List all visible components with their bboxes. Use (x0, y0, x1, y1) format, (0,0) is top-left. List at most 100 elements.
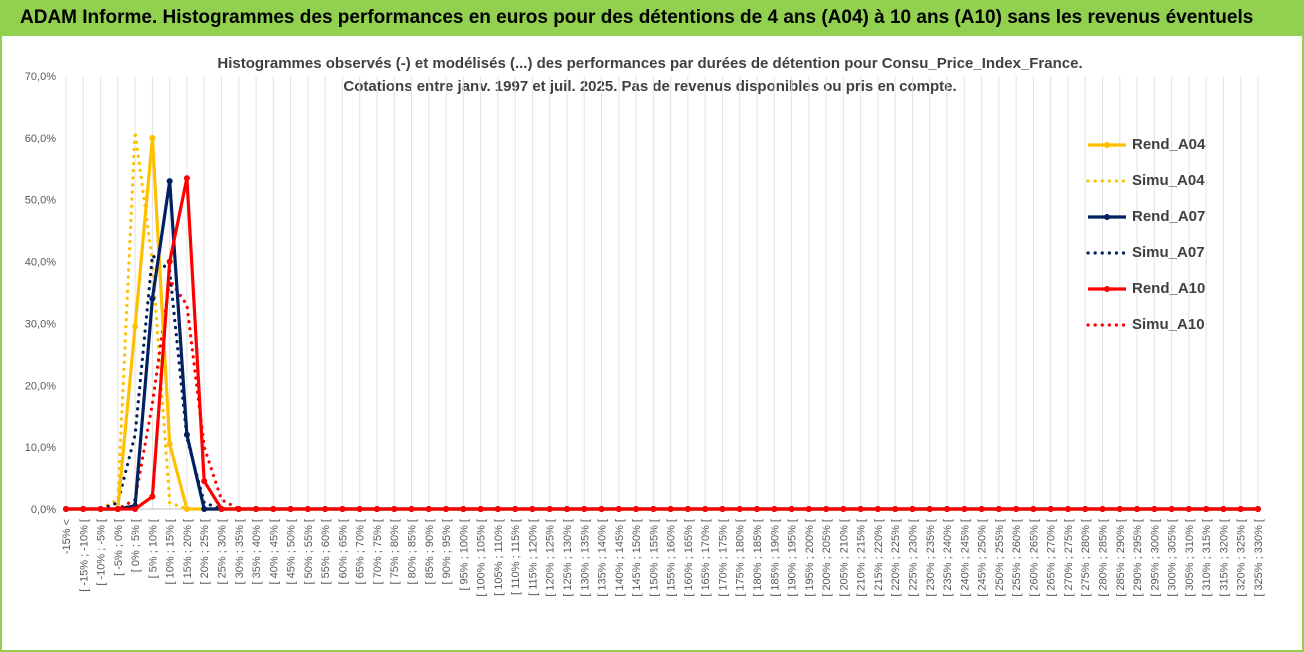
data-point-rend-a10 (166, 258, 173, 265)
x-tick-label: [ 265% ; 270% [ (1046, 519, 1058, 597)
data-point-rend-a10 (702, 506, 709, 512)
x-tick-label: [ 125% ; 130% [ (562, 519, 574, 597)
data-point-rend-a10 (1151, 506, 1158, 512)
chart-title-line-1: Histogrammes observés (-) et modélisés (… (217, 55, 1083, 72)
data-point-rend-a10 (97, 506, 104, 512)
data-point-rend-a10 (581, 506, 588, 512)
x-tick-label: [ 15% ; 20% [ (182, 519, 194, 584)
x-tick-label: [ 230% ; 235% [ (925, 519, 937, 597)
chart-frame (0, 36, 1304, 652)
legend-swatch-rend-a07 (1088, 214, 1126, 220)
data-point-rend-a04 (149, 134, 156, 141)
x-tick-label: [ 55% ; 60% [ (320, 519, 332, 584)
data-point-rend-a10 (270, 506, 277, 512)
y-tick-label: 40,0% (25, 257, 56, 269)
data-point-rend-a10 (1047, 506, 1054, 512)
data-point-rend-a10 (322, 506, 329, 512)
data-point-rend-a10 (978, 506, 985, 512)
y-tick-label: 10,0% (25, 442, 56, 454)
legend-swatch-rend-a10 (1088, 286, 1126, 292)
x-tick-label: -15% < (61, 519, 73, 554)
x-tick-label: [ 240% ; 245% [ (959, 519, 971, 597)
data-point-rend-a04 (132, 323, 139, 330)
x-tick-label: [ 290% ; 295% [ (1132, 519, 1144, 597)
data-point-rend-a07 (149, 295, 156, 302)
data-point-rend-a10 (684, 506, 691, 512)
x-tick-label: [ 180% ; 185% [ (752, 519, 764, 597)
legend-item-rend-a07: Rend_A07 (1080, 200, 1230, 236)
x-tick-label: [ 225% ; 230% [ (907, 519, 919, 597)
data-point-rend-a10 (1013, 506, 1020, 512)
x-tick-label: [ 100% ; 105% [ (476, 519, 488, 597)
chart-title-line-2: Cotations entre janv. 1997 et juil. 2025… (343, 78, 957, 95)
x-tick-label: [ 205% ; 210% [ (838, 519, 850, 597)
data-point-rend-a10 (460, 506, 467, 512)
x-tick-label: [ 25% ; 30% [ (216, 519, 228, 584)
x-tick-label: [ 315% ; 320% [ (1218, 519, 1230, 597)
data-point-rend-a10 (961, 506, 968, 512)
data-point-rend-a04 (166, 441, 173, 448)
x-tick-label: [ 45% ; 50% [ (286, 519, 298, 584)
data-point-rend-a10 (1099, 506, 1106, 512)
x-tick-label: [ 75% ; 80% [ (389, 519, 401, 584)
x-tick-label: [ 275% ; 280% [ (1080, 519, 1092, 597)
x-tick-label: [ 165% ; 170% [ (700, 519, 712, 597)
data-point-rend-a07 (166, 178, 173, 185)
data-point-rend-a10 (1203, 506, 1210, 512)
data-point-rend-a10 (546, 506, 553, 512)
x-tick-label: [ 175% ; 180% [ (735, 519, 747, 597)
data-point-rend-a10 (926, 506, 933, 512)
data-point-rend-a10 (667, 506, 674, 512)
data-point-rend-a10 (287, 506, 294, 512)
x-tick-label: [ 130% ; 135% [ (579, 519, 591, 597)
x-tick-label: [ 35% ; 40% [ (251, 519, 263, 584)
x-tick-label: [ 85% ; 90% [ (424, 519, 436, 584)
y-tick-label: 70,0% (25, 71, 56, 83)
x-tick-label: [ 235% ; 240% [ (942, 519, 954, 597)
data-point-rend-a10 (201, 478, 208, 485)
data-point-rend-a10 (408, 506, 415, 512)
legend-label: Simu_A10 (1132, 316, 1205, 333)
x-tick-label: [ 135% ; 140% [ (597, 519, 609, 597)
data-point-rend-a10 (650, 506, 657, 512)
data-point-rend-a10 (823, 506, 830, 512)
data-point-rend-a10 (443, 506, 450, 512)
x-tick-label: [ 80% ; 85% [ (407, 519, 419, 584)
x-tick-label: [ 105% ; 110% [ (493, 519, 505, 596)
legend-item-rend-a10: Rend_A10 (1080, 272, 1230, 308)
x-tick-label: [ 115% ; 120% [ (527, 519, 539, 596)
data-point-rend-a10 (995, 506, 1002, 512)
data-point-rend-a10 (615, 506, 622, 512)
x-tick-label: [ 200% ; 205% [ (821, 519, 833, 597)
data-point-rend-a10 (218, 506, 225, 512)
legend-item-simu-a07: Simu_A07 (1080, 236, 1230, 272)
data-point-rend-a10 (1168, 506, 1175, 512)
x-tick-label: [ 30% ; 35% [ (234, 519, 246, 584)
data-point-rend-a10 (771, 506, 778, 512)
data-point-rend-a10 (909, 506, 916, 512)
legend-swatch-simu-a10 (1086, 323, 1128, 327)
legend-swatch-rend-a04 (1088, 142, 1126, 148)
x-tick-label: [ -5% ; 0% [ (113, 519, 125, 576)
x-tick-label: [ 190% ; 195% [ (787, 519, 799, 597)
x-tick-label: [ 270% ; 275% [ (1063, 519, 1075, 597)
legend-label: Simu_A04 (1132, 172, 1205, 189)
x-tick-label: [ 160% ; 165% [ (683, 519, 695, 597)
y-tick-label: 60,0% (25, 133, 56, 145)
x-tick-label: [ 150% ; 155% [ (648, 519, 660, 597)
x-tick-label: [ 70% ; 75% [ (372, 519, 384, 584)
data-point-rend-a10 (857, 506, 864, 512)
data-point-rend-a10 (1030, 506, 1037, 512)
legend-item-simu-a04: Simu_A04 (1080, 164, 1230, 200)
chart-title: Histogrammes observés (-) et modélisés (… (160, 52, 1140, 98)
x-tick-label: [ 110% ; 115% [ (510, 519, 522, 595)
data-point-rend-a10 (805, 506, 812, 512)
x-tick-label: [ 50% ; 55% [ (303, 519, 315, 584)
x-tick-label: [ 295% ; 300% [ (1149, 519, 1161, 597)
data-point-rend-a10 (598, 506, 605, 512)
data-point-rend-a10 (529, 506, 536, 512)
x-tick-label: [ 300% ; 305% [ (1167, 519, 1179, 597)
x-tick-label: [ 185% ; 190% [ (769, 519, 781, 597)
legend-item-rend-a04: Rend_A04 (1080, 128, 1230, 164)
